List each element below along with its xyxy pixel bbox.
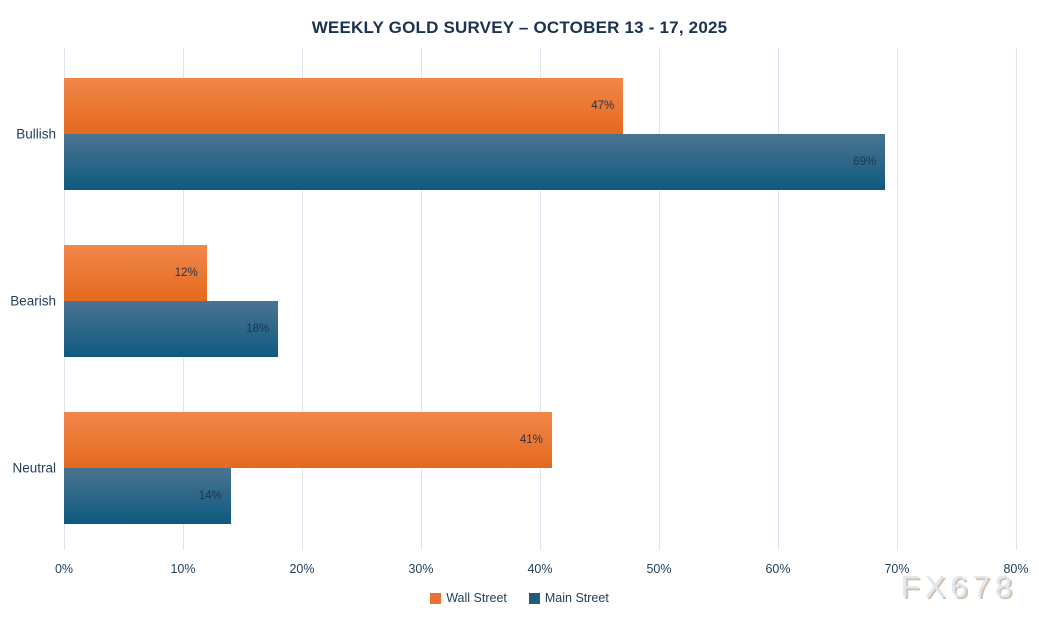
gridline <box>1016 48 1017 550</box>
legend: Wall Street Main Street <box>0 591 1039 605</box>
legend-swatch-icon <box>528 592 540 604</box>
category-label-bearish: Bearish <box>10 293 56 309</box>
bar-value-label: 47% <box>591 100 615 112</box>
gridline <box>421 48 422 550</box>
legend-label: Wall Street <box>446 591 507 605</box>
legend-item-wall-street: Wall Street <box>430 591 507 605</box>
bar-wall-street-bullish: 47% <box>64 78 624 134</box>
bar-main-street-neutral: 14% <box>64 468 231 524</box>
bar-wall-street-bearish: 12% <box>64 245 207 301</box>
legend-label: Main Street <box>544 591 609 605</box>
x-tick-label: 40% <box>527 562 553 576</box>
bar-main-street-bullish: 69% <box>64 134 886 190</box>
category-label-neutral: Neutral <box>12 460 56 476</box>
gridline <box>302 48 303 550</box>
bar-value-label: 18% <box>246 323 270 335</box>
x-tick-label: 50% <box>646 562 672 576</box>
gridline <box>659 48 660 550</box>
x-tick-label: 10% <box>170 562 196 576</box>
legend-item-main-street: Main Street <box>528 591 609 605</box>
watermark: FX678 <box>900 569 1017 604</box>
bar-value-label: 14% <box>198 490 222 502</box>
x-tick-label: 70% <box>884 562 910 576</box>
bar-value-label: 41% <box>519 434 543 446</box>
bar-value-label: 69% <box>853 156 877 168</box>
category-label-bullish: Bullish <box>16 126 56 142</box>
bar-value-label: 12% <box>174 267 198 279</box>
x-tick-label: 80% <box>1003 562 1029 576</box>
x-tick-label: 0% <box>54 562 74 576</box>
x-tick-label: 30% <box>408 562 434 576</box>
bar-wall-street-neutral: 41% <box>64 412 552 468</box>
plot-area: 47% 69% 12% 18% 41% 14% <box>64 48 1017 550</box>
gridline <box>540 48 541 550</box>
bar-main-street-bearish: 18% <box>64 301 279 357</box>
legend-swatch-icon <box>430 592 442 604</box>
gridline <box>897 48 898 550</box>
x-tick-label: 60% <box>765 562 791 576</box>
x-tick-label: 20% <box>289 562 315 576</box>
gridline <box>778 48 779 550</box>
chart-title: WEEKLY GOLD SURVEY – OCTOBER 13 - 17, 20… <box>311 18 728 37</box>
